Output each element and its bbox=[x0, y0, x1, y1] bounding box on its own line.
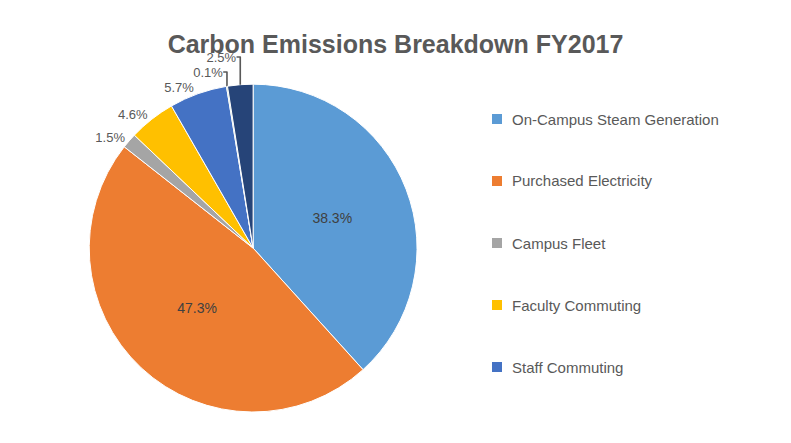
svg-text:1.5%: 1.5% bbox=[95, 130, 125, 145]
svg-text:38.3%: 38.3% bbox=[312, 210, 352, 226]
svg-text:2.5%: 2.5% bbox=[206, 50, 236, 65]
svg-text:4.6%: 4.6% bbox=[118, 107, 148, 122]
svg-text:47.3%: 47.3% bbox=[177, 300, 217, 316]
svg-text:Faculty Commuting: Faculty Commuting bbox=[512, 297, 641, 314]
svg-text:0.1%: 0.1% bbox=[193, 65, 223, 80]
svg-text:Staff Commuting: Staff Commuting bbox=[512, 359, 623, 376]
svg-text:Campus Fleet: Campus Fleet bbox=[512, 235, 606, 252]
svg-text:Purchased Electricity: Purchased Electricity bbox=[512, 172, 653, 189]
svg-text:On-Campus Steam Generation: On-Campus Steam Generation bbox=[512, 111, 719, 128]
svg-text:Carbon Emissions Breakdown FY2: Carbon Emissions Breakdown FY2017 bbox=[168, 30, 624, 58]
svg-text:5.7%: 5.7% bbox=[164, 80, 194, 95]
